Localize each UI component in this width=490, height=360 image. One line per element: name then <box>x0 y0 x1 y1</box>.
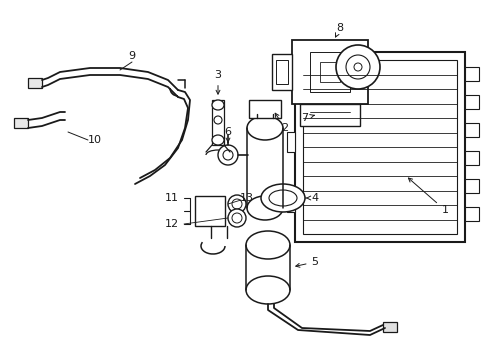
Bar <box>465 179 479 193</box>
Bar <box>300 104 360 126</box>
Ellipse shape <box>261 184 305 212</box>
Bar <box>303 60 457 234</box>
Circle shape <box>228 209 246 227</box>
Text: 9: 9 <box>128 51 136 61</box>
Text: 3: 3 <box>215 70 221 94</box>
Bar <box>320 62 340 82</box>
Bar <box>295 52 465 242</box>
Ellipse shape <box>269 190 297 206</box>
Text: 7: 7 <box>301 113 314 123</box>
Text: 10: 10 <box>88 135 102 145</box>
Circle shape <box>223 150 233 160</box>
Bar <box>287 132 295 152</box>
Circle shape <box>232 199 242 209</box>
Ellipse shape <box>246 231 290 259</box>
Text: 13: 13 <box>240 193 254 203</box>
Ellipse shape <box>212 135 224 145</box>
Circle shape <box>214 116 222 124</box>
Circle shape <box>228 195 246 213</box>
Bar <box>14 118 28 128</box>
Ellipse shape <box>247 196 283 220</box>
Text: 6: 6 <box>224 127 231 143</box>
Bar <box>465 151 479 165</box>
Bar <box>287 192 295 212</box>
Bar <box>465 123 479 137</box>
Bar <box>272 54 292 90</box>
Bar <box>249 100 281 118</box>
Circle shape <box>218 145 238 165</box>
Bar <box>28 78 42 88</box>
Circle shape <box>336 45 380 89</box>
Text: 8: 8 <box>336 23 343 37</box>
Bar <box>465 207 479 221</box>
Ellipse shape <box>247 116 283 140</box>
Bar <box>465 67 479 81</box>
Ellipse shape <box>246 276 290 304</box>
Text: 1: 1 <box>408 178 448 215</box>
Bar <box>310 52 350 92</box>
Ellipse shape <box>212 100 224 110</box>
Bar <box>195 196 225 226</box>
Bar <box>292 40 368 104</box>
Circle shape <box>232 213 242 223</box>
Bar <box>465 95 479 109</box>
Bar <box>276 60 288 84</box>
Text: 4: 4 <box>306 193 318 203</box>
Text: 11: 11 <box>165 193 179 203</box>
Bar <box>383 322 397 332</box>
Text: 12: 12 <box>165 219 179 229</box>
Text: 5: 5 <box>296 257 318 267</box>
Circle shape <box>354 63 362 71</box>
Circle shape <box>346 55 370 79</box>
Bar <box>212 100 224 145</box>
Text: 2: 2 <box>275 113 289 133</box>
